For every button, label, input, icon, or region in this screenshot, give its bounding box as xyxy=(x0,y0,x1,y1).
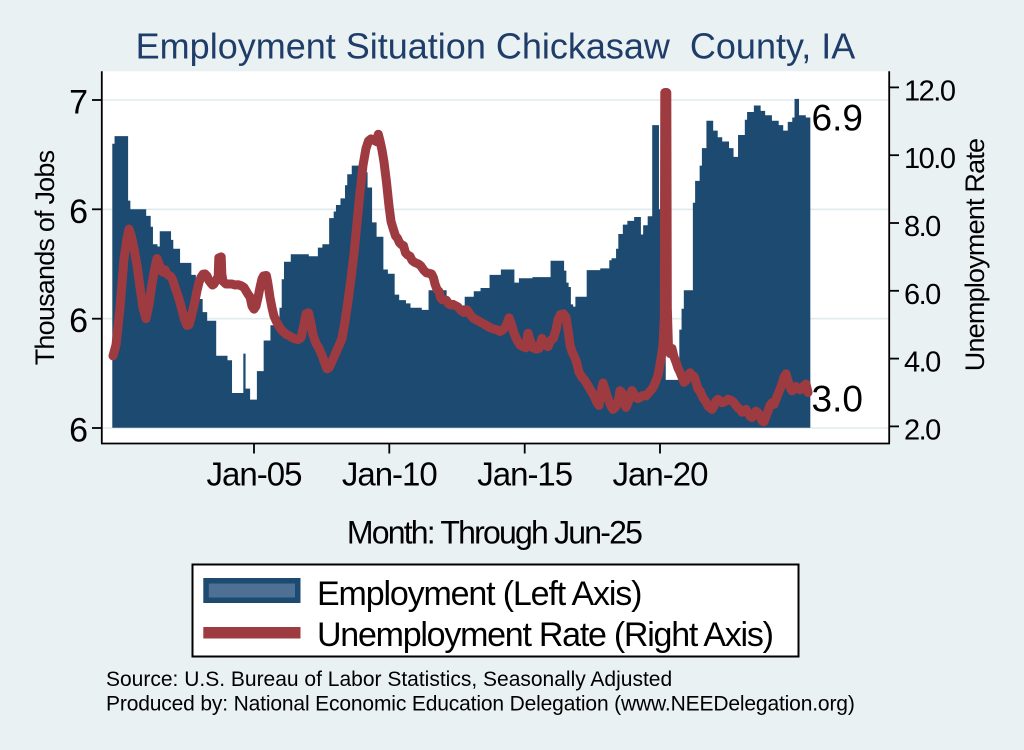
svg-text:Employment (Left Axis): Employment (Left Axis) xyxy=(317,575,641,613)
svg-text:Produced by: National Economic: Produced by: National Economic Education… xyxy=(106,693,855,716)
svg-text:Source: U.S. Bureau of Labor S: Source: U.S. Bureau of Labor Statistics,… xyxy=(106,668,672,691)
svg-text:6: 6 xyxy=(69,193,88,231)
svg-text:12.0: 12.0 xyxy=(904,75,955,107)
svg-text:Employment Situation Chickasaw: Employment Situation Chickasaw County, I… xyxy=(136,26,856,67)
svg-text:6.0: 6.0 xyxy=(904,279,940,311)
svg-text:Jan-05: Jan-05 xyxy=(207,456,302,493)
svg-text:Jan-10: Jan-10 xyxy=(342,456,438,493)
svg-text:7: 7 xyxy=(69,84,88,122)
svg-text:10.0: 10.0 xyxy=(904,143,955,175)
svg-text:6: 6 xyxy=(69,412,88,450)
svg-text:Thousands of Jobs: Thousands of Jobs xyxy=(30,150,60,365)
svg-text:8.0: 8.0 xyxy=(904,211,940,243)
svg-text:4.0: 4.0 xyxy=(904,347,940,379)
svg-text:Unemployment Rate: Unemployment Rate xyxy=(960,139,990,372)
svg-text:Jan-20: Jan-20 xyxy=(613,456,709,493)
svg-text:3.0: 3.0 xyxy=(812,379,863,420)
svg-text:Month: Through Jun-25: Month: Through Jun-25 xyxy=(347,515,642,551)
svg-text:Unemployment Rate (Right Axis): Unemployment Rate (Right Axis) xyxy=(317,616,773,654)
svg-text:Jan-15: Jan-15 xyxy=(477,456,572,493)
svg-text:6: 6 xyxy=(69,302,88,340)
svg-text:6.9: 6.9 xyxy=(812,98,863,139)
svg-text:2.0: 2.0 xyxy=(904,414,940,446)
